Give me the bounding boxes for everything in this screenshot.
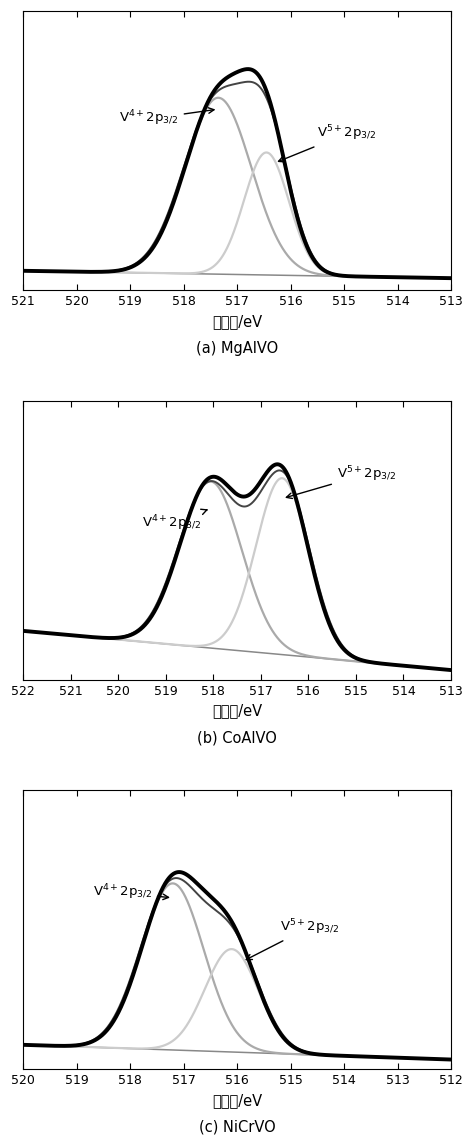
Text: V$^{5+}$2p$_{3/2}$: V$^{5+}$2p$_{3/2}$ <box>279 124 377 162</box>
X-axis label: 结合能/eV: 结合能/eV <box>212 1093 262 1108</box>
Text: (b) CoAlVO: (b) CoAlVO <box>197 730 277 745</box>
Text: V$^{5+}$2p$_{3/2}$: V$^{5+}$2p$_{3/2}$ <box>246 918 339 959</box>
Text: V$^{4+}$2p$_{3/2}$: V$^{4+}$2p$_{3/2}$ <box>92 884 169 902</box>
Text: V$^{4+}$2p$_{3/2}$: V$^{4+}$2p$_{3/2}$ <box>119 107 214 128</box>
Text: (a) MgAlVO: (a) MgAlVO <box>196 340 278 355</box>
X-axis label: 结合能/eV: 结合能/eV <box>212 314 262 329</box>
Text: V$^{4+}$2p$_{3/2}$: V$^{4+}$2p$_{3/2}$ <box>142 509 207 532</box>
Text: (c) NiCrVO: (c) NiCrVO <box>199 1119 275 1135</box>
Text: V$^{5+}$2p$_{3/2}$: V$^{5+}$2p$_{3/2}$ <box>286 465 396 499</box>
X-axis label: 结合能/eV: 结合能/eV <box>212 703 262 718</box>
